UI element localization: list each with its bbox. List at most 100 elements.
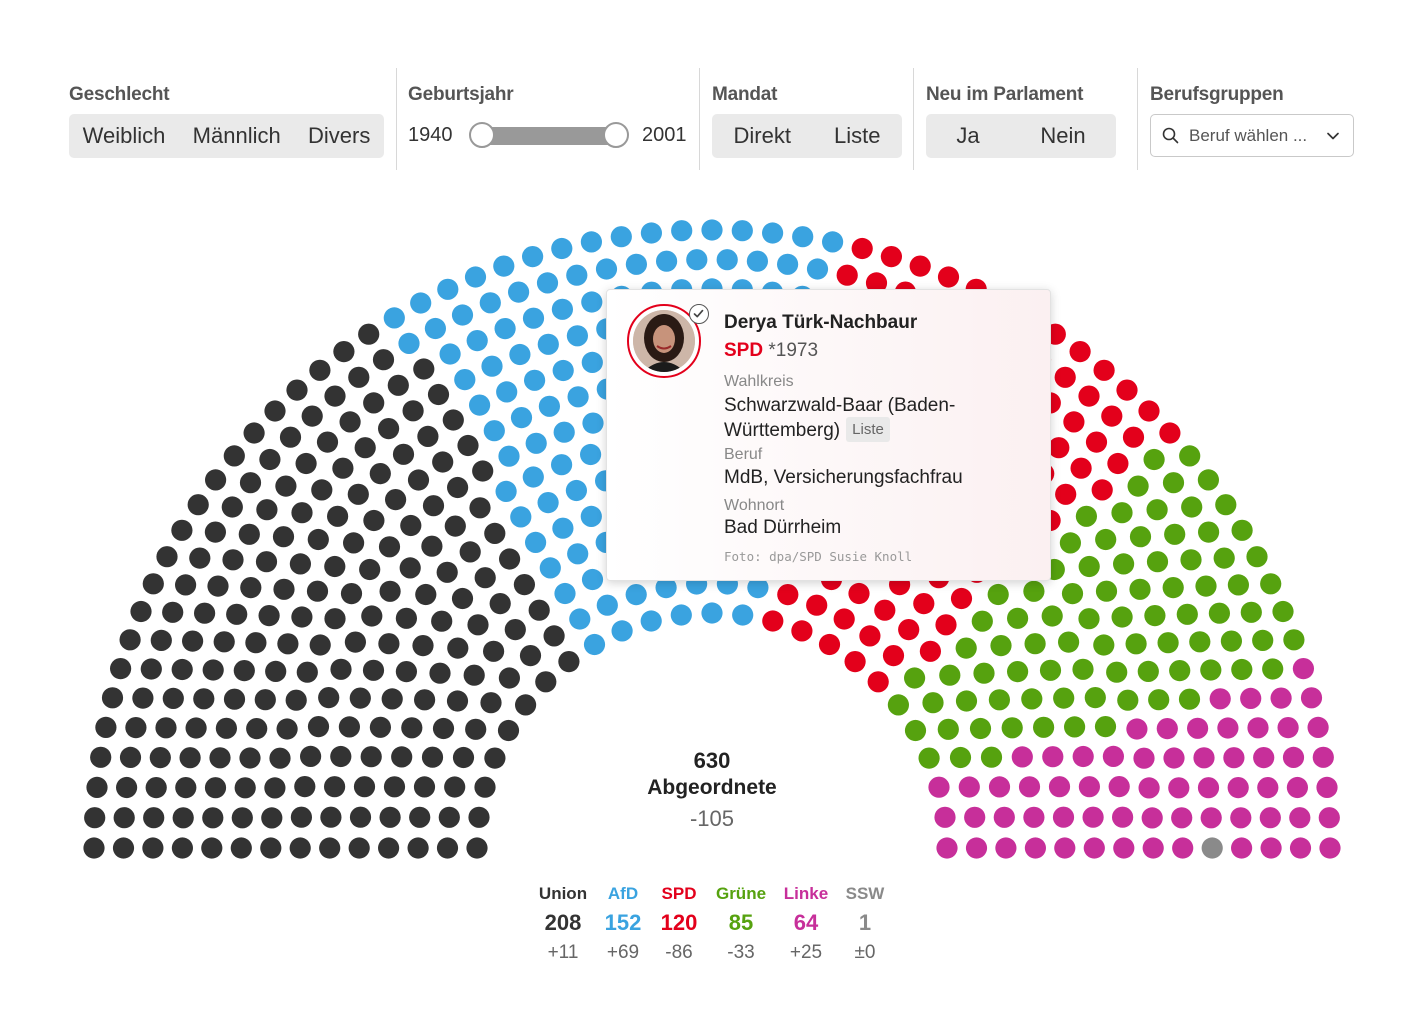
seat-dot[interactable]	[504, 619, 526, 641]
seat-dot[interactable]	[1116, 379, 1138, 401]
seat-dot[interactable]	[330, 658, 352, 680]
seat-dot[interactable]	[498, 445, 520, 467]
seat-dot[interactable]	[1078, 555, 1100, 578]
seat-dot[interactable]	[1176, 603, 1198, 625]
seat-dot[interactable]	[233, 660, 255, 682]
seat-dot[interactable]	[1187, 717, 1209, 739]
seat-dot[interactable]	[656, 250, 678, 272]
seat-dot[interactable]	[1223, 747, 1245, 769]
seat-dot[interactable]	[1180, 549, 1202, 571]
seat-dot[interactable]	[1316, 776, 1338, 799]
seat-dot[interactable]	[175, 777, 197, 799]
seat-dot[interactable]	[295, 452, 317, 475]
seat-dot[interactable]	[1101, 405, 1123, 427]
seat-dot[interactable]	[581, 351, 603, 373]
seat-dot[interactable]	[1055, 483, 1077, 505]
seat-dot[interactable]	[277, 633, 299, 655]
seat-dot[interactable]	[848, 582, 870, 605]
seat-dot[interactable]	[119, 746, 142, 769]
seat-dot[interactable]	[522, 246, 544, 268]
seat-dot[interactable]	[221, 496, 243, 518]
seat-dot[interactable]	[140, 658, 162, 680]
seat-dot[interactable]	[1095, 528, 1117, 551]
seat-dot[interactable]	[269, 747, 291, 769]
seat-dot[interactable]	[987, 583, 1009, 606]
seat-dot[interactable]	[1064, 716, 1086, 738]
seat-dot[interactable]	[1172, 837, 1194, 859]
seat-dot[interactable]	[246, 718, 268, 740]
seat-dot[interactable]	[205, 469, 227, 491]
seat-dot[interactable]	[291, 606, 313, 628]
seat-dot[interactable]	[535, 671, 557, 693]
seat-dot[interactable]	[1146, 551, 1169, 573]
seat-dot[interactable]	[472, 460, 494, 482]
seat-dot[interactable]	[569, 608, 591, 630]
seat-dot[interactable]	[1200, 659, 1222, 681]
seat-dot[interactable]	[1023, 580, 1045, 602]
seat-dot[interactable]	[955, 637, 977, 659]
seat-dot[interactable]	[1227, 777, 1249, 799]
seat-dot[interactable]	[361, 605, 383, 627]
seat-dot[interactable]	[525, 531, 547, 554]
seat-dot[interactable]	[537, 333, 559, 355]
seat-dot[interactable]	[1198, 521, 1220, 543]
seat-dot[interactable]	[510, 407, 533, 429]
seat-dot[interactable]	[1318, 807, 1340, 829]
seat-dot[interactable]	[333, 341, 355, 363]
seat-dot[interactable]	[515, 694, 537, 716]
seat-dot[interactable]	[391, 746, 413, 768]
seat-dot[interactable]	[454, 369, 476, 391]
seat-dot[interactable]	[990, 635, 1012, 657]
seat-dot[interactable]	[936, 837, 958, 859]
seat-dot[interactable]	[149, 747, 171, 769]
seat-dot[interactable]	[1307, 716, 1329, 739]
seat-dot[interactable]	[1061, 583, 1084, 605]
seat-dot[interactable]	[307, 716, 330, 738]
seat-dot[interactable]	[202, 659, 224, 681]
seat-dot[interactable]	[489, 593, 511, 615]
seat-dot[interactable]	[1168, 777, 1190, 799]
seat-dot[interactable]	[818, 633, 841, 656]
seat-dot[interactable]	[143, 807, 165, 829]
seat-dot[interactable]	[402, 400, 424, 422]
seat-dot[interactable]	[580, 443, 602, 466]
seat-dot[interactable]	[913, 593, 935, 615]
seat-dot[interactable]	[261, 807, 283, 829]
seat-dot[interactable]	[1231, 837, 1253, 859]
seat-dot[interactable]	[1209, 688, 1231, 710]
seat-dot[interactable]	[937, 266, 960, 288]
seat-dot[interactable]	[258, 605, 280, 627]
seat-dot[interactable]	[353, 776, 376, 798]
seat-dot[interactable]	[400, 514, 422, 537]
seat-dot[interactable]	[965, 837, 988, 859]
seat-dot[interactable]	[566, 325, 589, 347]
seat-dot[interactable]	[469, 497, 491, 519]
seat-dot[interactable]	[300, 745, 322, 768]
seat-dot[interactable]	[348, 837, 370, 859]
seat-dot[interactable]	[822, 231, 844, 253]
seat-dot[interactable]	[332, 457, 354, 479]
seat-dot[interactable]	[1181, 496, 1203, 518]
seat-dot[interactable]	[955, 690, 978, 712]
seat-dot[interactable]	[413, 776, 436, 798]
seat-dot[interactable]	[851, 237, 873, 260]
newcomer-option-no[interactable]: Nein	[1040, 123, 1086, 148]
seat-dot[interactable]	[363, 392, 385, 414]
seat-dot[interactable]	[1137, 660, 1159, 683]
seat-dot[interactable]	[113, 807, 135, 829]
seat-dot[interactable]	[1230, 807, 1252, 829]
seat-dot[interactable]	[446, 690, 469, 712]
seat-dot[interactable]	[223, 688, 246, 710]
seat-dot[interactable]	[1260, 837, 1282, 859]
seat-dot[interactable]	[483, 420, 505, 442]
seat-dot[interactable]	[306, 580, 329, 602]
seat-dot[interactable]	[567, 386, 589, 408]
seat-dot[interactable]	[407, 469, 430, 491]
seat-dot[interactable]	[1143, 448, 1165, 471]
seat-dot[interactable]	[360, 746, 382, 768]
seat-dot[interactable]	[255, 551, 278, 573]
seat-dot[interactable]	[1078, 776, 1100, 798]
legend-party-linke[interactable]: Linke 64 +25	[766, 884, 846, 964]
seat-dot[interactable]	[348, 366, 370, 388]
seat-dot[interactable]	[1179, 445, 1201, 467]
